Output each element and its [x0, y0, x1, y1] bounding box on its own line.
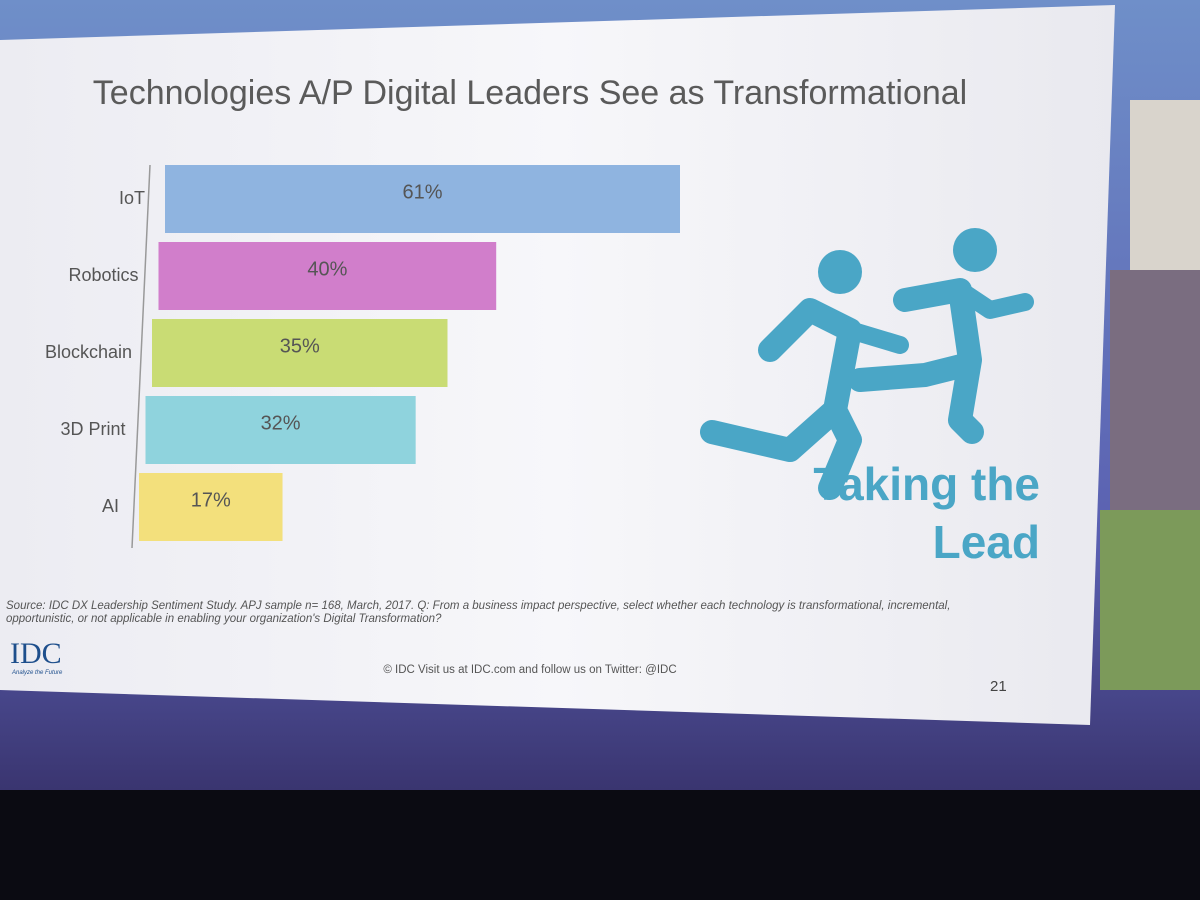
building	[1130, 100, 1200, 280]
value-label: 35%	[280, 335, 320, 357]
value-label: 32%	[261, 412, 301, 434]
bar	[158, 242, 497, 310]
stage-floor	[0, 790, 1200, 900]
bar	[165, 165, 680, 233]
category-label: AI	[102, 496, 119, 516]
category-label: IoT	[119, 188, 145, 208]
footer: © IDC Visit us at IDC.com and follow us …	[383, 664, 677, 676]
value-label: 17%	[191, 489, 231, 511]
source-note: Source: IDC DX Leadership Sentiment Stud…	[6, 600, 951, 625]
bar	[139, 473, 283, 541]
bar	[152, 319, 448, 387]
building	[1110, 270, 1200, 510]
bar	[145, 396, 416, 464]
trees	[1100, 510, 1200, 690]
logo: IDC	[10, 637, 62, 670]
page-number: 21	[990, 678, 1007, 695]
axis-line	[131, 164, 151, 549]
category-label: 3D Print	[60, 419, 125, 439]
category-label: Robotics	[68, 265, 138, 285]
runners-icon	[700, 228, 1034, 500]
value-label: 40%	[307, 258, 347, 280]
chart-title: Technologies A/P Digital Leaders See as …	[93, 74, 967, 112]
value-label: 61%	[402, 181, 442, 203]
logo-tagline: Analyze the Future	[12, 670, 63, 676]
category-label: Blockchain	[45, 342, 132, 362]
annotation: Taking the Lead	[813, 458, 1040, 568]
